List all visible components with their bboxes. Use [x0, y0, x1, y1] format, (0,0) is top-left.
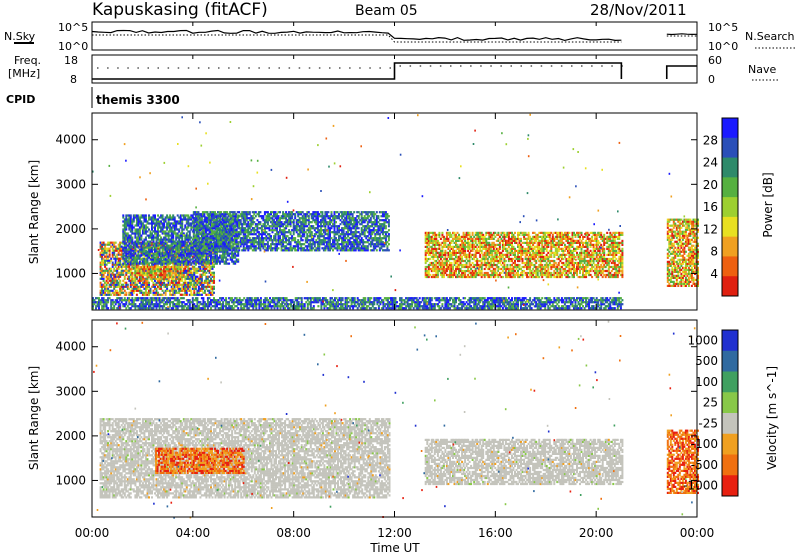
power-colorbar: 4 8 12 16 20 24 28 — [703, 118, 738, 297]
time-axis-label: Time UT — [369, 541, 420, 554]
colorbar-tick-label: 8 — [710, 245, 718, 259]
time-tick-label: 08:00 — [276, 526, 311, 540]
time-tick-label: 12:00 — [377, 526, 412, 540]
colorbar-swatch — [722, 118, 738, 138]
colorbar-tick-label: 12 — [703, 222, 718, 236]
colorbar-tick-label: 28 — [703, 133, 718, 147]
range-tick-label: 1000 — [55, 266, 86, 280]
noise-right-label: N.Search — [745, 30, 795, 43]
power-data-cells — [92, 114, 699, 310]
range-tick-label: 1000 — [55, 473, 86, 487]
cpid-value: themis 3300 — [96, 93, 180, 107]
power-panel: 1000 2000 3000 4000 Slant Range [km] 4 8 12 16… — [27, 113, 775, 310]
figure: Kapuskasing (fitACF) Beam 05 28/Nov/2011… — [0, 0, 800, 554]
nave-tick-bottom: 0 — [708, 73, 715, 86]
colorbar-swatch — [722, 138, 738, 158]
freq-panel: Freq. [MHz] 18 8 60 0 Nave — [8, 54, 778, 86]
colorbar-tick-label: 25 — [703, 396, 718, 410]
colorbar-tick-label: -100 — [691, 437, 718, 451]
nave-trace — [97, 66, 623, 68]
colorbar-tick-label: 16 — [703, 200, 718, 214]
range-tick-label: 3000 — [55, 177, 86, 191]
noise-right-tick-top: 10^5 — [708, 21, 738, 34]
time-tick-label: 00:00 — [75, 526, 110, 540]
colorbar-tick-label: -1000 — [683, 479, 718, 493]
colorbar-swatch — [722, 330, 738, 351]
noise-left-tick-top: 10^5 — [58, 21, 88, 34]
colorbar-swatch — [722, 372, 738, 393]
colorbar-swatch — [722, 475, 738, 496]
velocity-ylabel: Slant Range [km] — [27, 366, 41, 470]
nave-tick-top: 60 — [708, 54, 722, 67]
colorbar-swatch — [722, 197, 738, 217]
colorbar-tick-label: -25 — [698, 416, 718, 430]
colorbar-swatch — [722, 351, 738, 372]
colorbar-swatch — [722, 237, 738, 257]
station-title: Kapuskasing (fitACF) — [92, 0, 268, 20]
freq-tick-top: 18 — [64, 54, 78, 67]
colorbar-tick-label: 100 — [695, 375, 718, 389]
colorbar-swatch — [722, 276, 738, 296]
noise-left-tick-bottom: 10^0 — [58, 40, 88, 53]
velocity-colorbar: 1000 500 100 25 -25 -100 -500 -1000 — [683, 330, 738, 497]
range-tick-label: 4000 — [55, 340, 86, 354]
colorbar-swatch — [722, 217, 738, 237]
freq-label-line1: Freq. — [14, 54, 41, 67]
freq-label-line2: [MHz] — [8, 67, 40, 80]
range-tick-label: 2000 — [55, 222, 86, 236]
colorbar-swatch — [722, 177, 738, 197]
colorbar-swatch — [722, 455, 738, 476]
noise-left-label: N.Sky — [4, 30, 36, 43]
colorbar-tick-label: 24 — [703, 156, 718, 170]
freq-trace — [92, 63, 697, 79]
colorbar-tick-label: 20 — [703, 178, 718, 192]
colorbar-tick-label: 1000 — [687, 333, 718, 347]
colorbar-swatch — [722, 434, 738, 455]
time-tick-label: 04:00 — [176, 526, 211, 540]
power-ylabel: Slant Range [km] — [27, 160, 41, 264]
colorbar-swatch — [722, 413, 738, 434]
beam-title: Beam 05 — [355, 3, 418, 19]
colorbar-swatch — [722, 158, 738, 178]
range-tick-label: 2000 — [55, 429, 86, 443]
colorbar-tick-label: 500 — [695, 354, 718, 368]
colorbar-tick-label: 4 — [710, 267, 718, 281]
range-tick-label: 4000 — [55, 133, 86, 147]
time-tick-label: 00:00 — [680, 526, 715, 540]
colorbar-tick-label: -500 — [691, 458, 718, 472]
freq-tick-bottom: 8 — [70, 73, 77, 86]
power-colorbar-label: Power [dB] — [761, 172, 775, 237]
velocity-colorbar-label: Velocity [m s^-1] — [765, 366, 779, 470]
noise-right-tick-bottom: 10^0 — [708, 40, 738, 53]
colorbar-swatch — [722, 392, 738, 413]
noise-sky-trace — [92, 31, 697, 41]
range-tick-label: 3000 — [55, 384, 86, 398]
colorbar-swatch — [722, 256, 738, 276]
noise-panel: N.Sky 10^5 10^0 10^5 10^0 N.Search — [4, 21, 795, 53]
time-tick-label: 16:00 — [478, 526, 513, 540]
nave-label: Nave — [748, 63, 776, 76]
velocity-panel: 1000 2000 3000 4000 Slant Range [km] 1000 50… — [27, 320, 779, 519]
cpid-label: CPID — [6, 93, 35, 106]
time-tick-label: 20:00 — [579, 526, 614, 540]
date-title: 28/Nov/2011 — [590, 1, 687, 19]
velocity-data-cells — [93, 321, 699, 519]
